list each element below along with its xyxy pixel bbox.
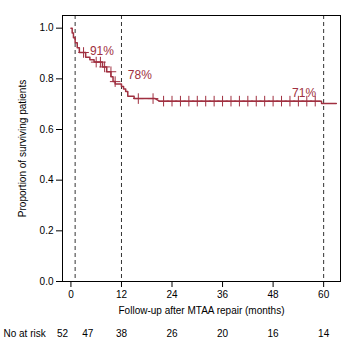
svg-text:38: 38	[116, 328, 128, 339]
svg-text:0.8: 0.8	[40, 73, 54, 84]
svg-text:1.0: 1.0	[40, 22, 54, 33]
svg-text:0.4: 0.4	[40, 174, 54, 185]
svg-text:48: 48	[268, 289, 280, 300]
svg-text:36: 36	[217, 289, 229, 300]
svg-text:78%: 78%	[128, 68, 152, 82]
svg-text:26: 26	[166, 328, 178, 339]
svg-text:0.0: 0.0	[40, 276, 54, 287]
svg-text:Proportion of surviving patien: Proportion of surviving patients	[17, 80, 28, 217]
svg-text:0.2: 0.2	[40, 225, 54, 236]
svg-text:60: 60	[318, 289, 330, 300]
svg-text:91%: 91%	[90, 44, 114, 58]
svg-text:No at risk: No at risk	[4, 328, 47, 339]
svg-text:20: 20	[217, 328, 229, 339]
svg-text:0.6: 0.6	[40, 124, 54, 135]
svg-text:16: 16	[268, 328, 280, 339]
svg-text:14: 14	[318, 328, 330, 339]
svg-text:0: 0	[68, 289, 74, 300]
svg-text:12: 12	[116, 289, 128, 300]
svg-text:Follow-up after MTAA repair (m: Follow-up after MTAA repair (months)	[119, 305, 285, 316]
svg-text:52: 52	[57, 328, 69, 339]
svg-text:24: 24	[166, 289, 178, 300]
svg-text:71%: 71%	[292, 86, 316, 100]
svg-text:47: 47	[82, 328, 94, 339]
